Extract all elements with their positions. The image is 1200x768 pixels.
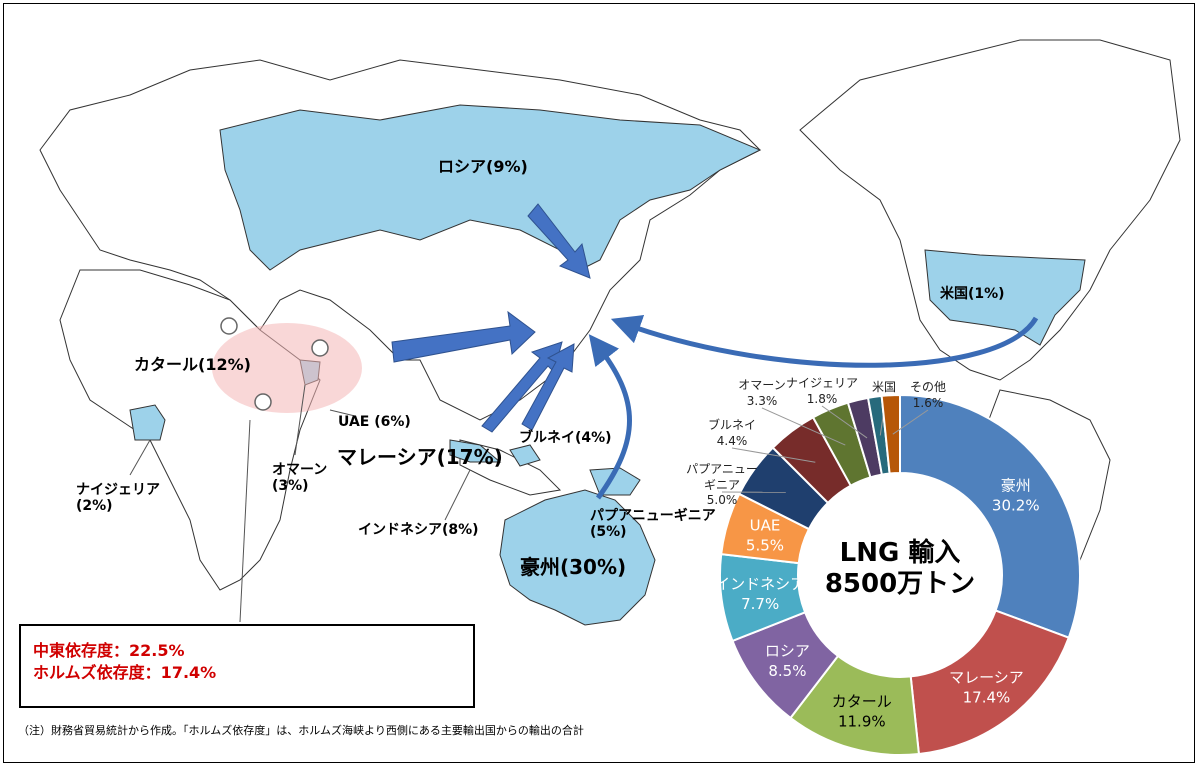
slice-name: 米国 [871, 380, 896, 394]
hormuz-marker [311, 339, 329, 357]
australia-shape [499, 489, 656, 626]
leader-line [761, 407, 846, 446]
slice-label-outside: その他 1.6% [888, 380, 968, 411]
donut-center-title: LNG 輸入 8500万トン [812, 538, 988, 600]
slice-value: 1.8% [806, 391, 838, 406]
slice-name: オマーン [738, 378, 786, 392]
label-oman: オマーン (3%) [272, 462, 328, 495]
label-brunei: ブルネイ(4%) [519, 430, 612, 446]
north-america-land [799, 39, 1181, 381]
slice-name: パプアニューギニア [686, 462, 758, 492]
arrow-usa [610, 314, 1039, 368]
label-australia: 豪州(30%) [520, 555, 627, 579]
slice-value: 7.7% [741, 595, 779, 613]
slice-name: ブルネイ [707, 418, 756, 432]
slice-value: 8.5% [768, 662, 806, 680]
hormuz-dependency: ホルムズ依存度：17.4% [33, 663, 217, 682]
slice-value: 5.0% [706, 493, 738, 508]
arrow-russia [527, 203, 591, 279]
slice-name: その他 [909, 380, 946, 394]
middle-east-dependency: 中東依存度：22.5% [33, 641, 185, 660]
label-usa: 米国(1%) [940, 286, 1005, 302]
slice-label-outside: ナイジェリア 1.8% [782, 376, 862, 407]
leader-line [821, 405, 868, 439]
russia-shape [219, 104, 762, 271]
slice-value: 17.4% [963, 688, 1011, 706]
slice-name: インドネシア [715, 575, 805, 593]
arrow-brunei [521, 343, 575, 431]
slice-name: カタール [832, 693, 892, 711]
donut-title-line: 8500万トン [824, 569, 976, 600]
leader-line [892, 409, 929, 435]
label-russia: ロシア(9%) [438, 157, 528, 176]
slice-label-outside: オマーン 3.3% [722, 378, 802, 409]
slice-name: ロシア [765, 642, 810, 660]
donut-slice [899, 393, 1081, 639]
arrow-middle-east [391, 310, 536, 363]
slice-name: UAE [750, 516, 781, 534]
leader-line [731, 447, 816, 463]
hormuz-marker [254, 393, 272, 411]
donut-title-line: LNG 輸入 [839, 538, 961, 568]
label-malaysia: マレーシア(17%) [337, 445, 503, 469]
nigeria-shape [129, 404, 166, 441]
indonesia-shape [449, 439, 502, 463]
slice-label-outside: 米国 [844, 380, 924, 396]
dependency-box: 中東依存度：22.5% ホルムズ依存度：17.4% [19, 624, 475, 708]
slice-value: 30.2% [992, 497, 1040, 515]
footnote: （注）財務省貿易統計から作成。「ホルムズ依存度」は、ホルムズ海峡より西側にある主… [18, 724, 584, 737]
slice-value: 1.6% [912, 395, 944, 410]
slice-name: ナイジェリア [785, 376, 858, 390]
arrow-png [588, 334, 632, 500]
brunei-shape [509, 444, 541, 467]
label-uae: UAE (6%) [338, 414, 411, 430]
label-nigeria: ナイジェリア (2%) [76, 482, 160, 515]
slice-value: 3.3% [746, 393, 778, 408]
slice-label-outside: パプアニューギニア 5.0% [682, 462, 762, 509]
label-png: パプアニューギニア (5%) [590, 508, 716, 541]
slice-value: 11.9% [838, 713, 886, 731]
slice-name: 豪州 [1001, 477, 1031, 495]
label-qatar: カタール(12%) [134, 355, 251, 374]
slice-label-outside: ブルネイ 4.4% [692, 418, 772, 449]
slice-name: マレーシア [949, 668, 1024, 686]
slice-value: 5.5% [746, 536, 784, 554]
hormuz-marker [220, 317, 238, 335]
donut-slice [880, 393, 901, 475]
usa-shape [924, 249, 1086, 346]
label-indonesia: インドネシア(8%) [358, 522, 479, 538]
figure-frame [3, 3, 1195, 763]
slice-value: 4.4% [716, 433, 748, 448]
